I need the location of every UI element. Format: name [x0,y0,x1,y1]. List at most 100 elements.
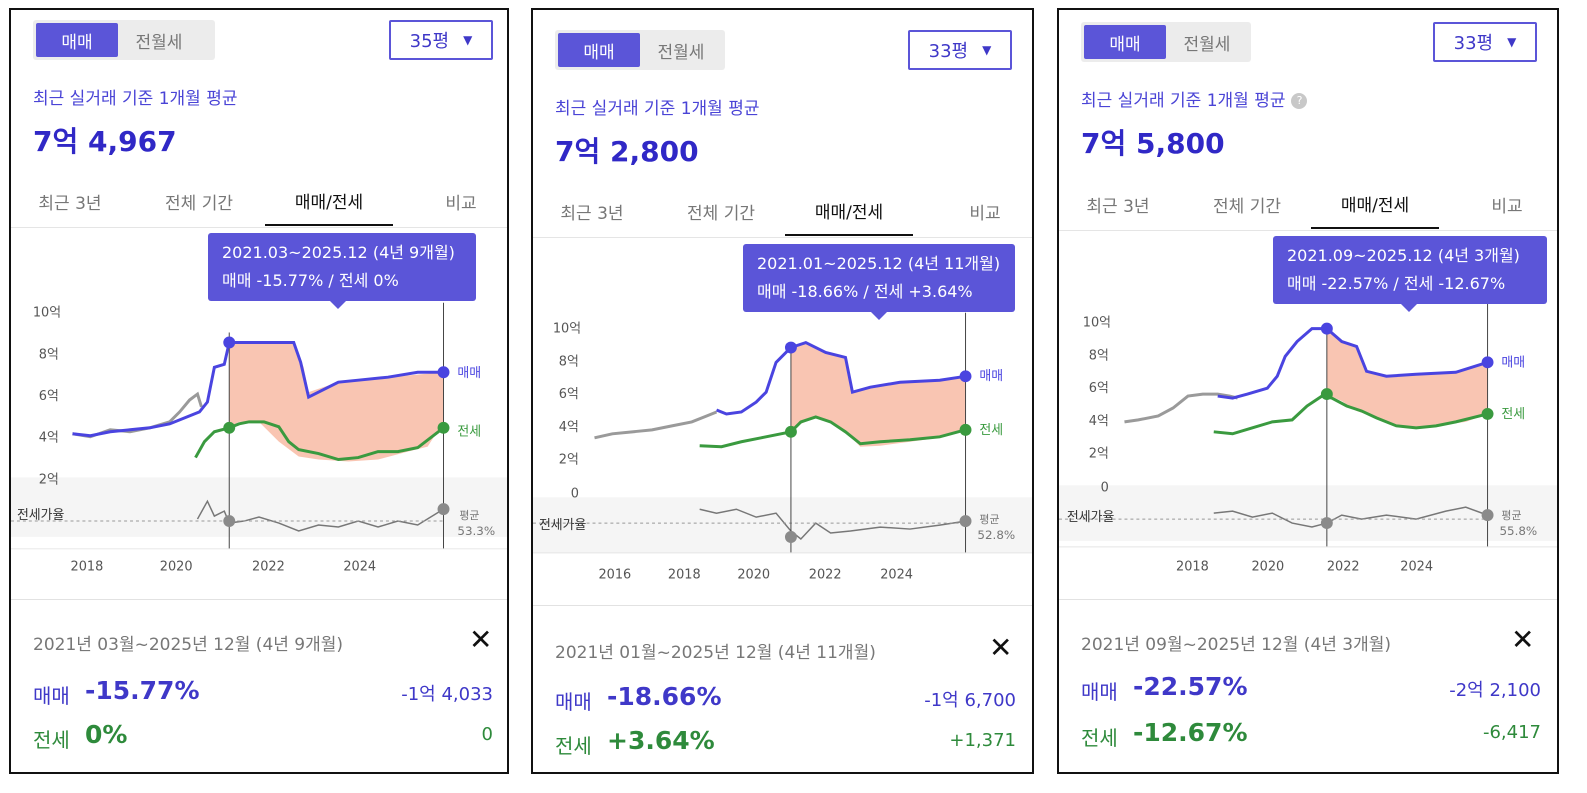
jeonse-start-point [784,425,797,438]
jeonse-ratio-line [699,508,966,540]
price-chart[interactable]: 10억 8억 6억 4억 2억 0 매매 전세 전세가율 평균 55.8% 20… [1059,236,1557,576]
y-tick: 10억 [1083,316,1111,331]
summary-jeonse-label: 전세 [33,728,70,752]
jeonse-series-label: 전세 [979,423,1003,438]
tab-full-period[interactable]: 전체 기간 [687,203,755,224]
buy-series-label: 매매 [457,366,481,381]
jeonse-end-point [959,423,972,436]
price-chart[interactable]: 10억 8억 6억 4억 2억 매매 전세 전세가율 평균 53.3% 2018 [11,232,507,572]
toggle-sale[interactable]: 매매 [558,33,640,67]
y-tick: 0 [1101,480,1109,495]
avg-label: 평균 [1501,509,1521,522]
toggle-sale[interactable]: 매매 [1084,25,1166,59]
toggle-rent[interactable]: 전월세 [1183,34,1231,55]
avg-label: 평균 [979,513,999,526]
tooltip-period: 2021.03~2025.12 (4년 9개월) [222,243,455,262]
y-tick: 4억 [559,420,579,435]
toggle-rent[interactable]: 전월세 [135,32,183,53]
gap-area [1326,328,1488,428]
summary-jeonse-label: 전세 [1081,726,1118,750]
tab-compare[interactable]: 비교 [445,193,477,214]
tab-sale-jeonse[interactable]: 매매/전세 [785,187,913,236]
summary-period: 2021년 09월~2025년 12월 (4년 3개월) [1081,635,1392,655]
price-basis-label: 최근 실거래 기준 1개월 평균? [1081,86,1308,111]
summary-buy-label: 매매 [1081,680,1118,704]
area-size-dropdown[interactable]: 33평 ▼ [1433,22,1537,62]
chart-tabs: 최근 3년 전체 기간 매매/전세 비교 [11,177,507,228]
summary-buy-pct: -15.77% [85,676,200,705]
tab-full-period[interactable]: 전체 기간 [1213,196,1281,217]
tab-recent-3y[interactable]: 최근 3년 [38,193,102,214]
summary-jeonse-label: 전세 [555,734,592,758]
ratio-start-point [223,515,236,527]
ratio-start-point [784,531,797,543]
help-icon[interactable]: ? [1291,93,1308,109]
summary-jeonse-pct: 0% [85,720,128,749]
average-price: 7억 5,800 [1081,127,1225,160]
trade-type-toggle: 매매 전월세 [555,30,725,70]
jeonse-ratio-line [196,499,444,532]
ratio-band [533,497,1032,553]
jeonse-end-point [437,421,450,434]
range-tooltip: 2021.03~2025.12 (4년 9개월) 매매 -15.77% / 전세… [208,233,476,309]
x-tick: 2020 [160,560,193,572]
toggle-rent[interactable]: 전월세 [657,42,705,63]
y-tick: 8억 [559,354,579,369]
tab-recent-3y[interactable]: 최근 3년 [560,203,624,224]
y-tick: 4억 [39,431,59,446]
ratio-end-point [959,515,972,528]
area-size-dropdown[interactable]: 35평 ▼ [389,20,493,60]
tab-sale-jeonse[interactable]: 매매/전세 [265,177,393,226]
x-tick: 2022 [809,568,842,582]
area-size-value: 33평 [928,41,969,62]
y-tick: 8억 [1089,348,1109,363]
x-tick: 2020 [737,568,770,582]
buy-start-point [223,336,236,349]
early-price-line [1124,392,1238,424]
avg-value: 53.3% [457,524,495,538]
x-tick: 2018 [1176,560,1209,575]
panel-3: 매매 전월세 33평 ▼ 최근 실거래 기준 1개월 평균? 7억 5,800 최… [1057,8,1559,774]
area-size-value: 35평 [409,31,450,52]
y-tick: 4억 [1089,414,1109,429]
ratio-label: 전세가율 [539,518,587,533]
y-tick: 2억 [39,472,59,487]
tab-compare[interactable]: 비교 [1491,196,1523,217]
range-tooltip: 2021.01~2025.12 (4년 11개월) 매매 -18.66% / 전… [743,244,1015,320]
summary-buy-amount: -1억 4,033 [401,684,493,705]
x-tick: 2016 [598,568,631,582]
tab-recent-3y[interactable]: 최근 3년 [1086,196,1150,217]
gap-area [229,342,444,462]
x-tick: 2024 [1400,560,1433,575]
x-tick: 2024 [880,568,913,582]
close-icon[interactable]: ✕ [1511,623,1535,656]
price-basis-label: 최근 실거래 기준 1개월 평균 [33,89,238,109]
buy-start-point [1320,322,1333,335]
tab-compare[interactable]: 비교 [969,203,1001,224]
ratio-end-point [1481,509,1494,522]
summary-buy-pct: -18.66% [607,682,722,711]
close-icon[interactable]: ✕ [469,623,493,656]
toggle-sale[interactable]: 매매 [36,23,118,57]
panel-2: 매매 전월세 33평 ▼ 최근 실거래 기준 1개월 평균 7억 2,800 최근… [531,8,1034,774]
early-price-line [594,410,718,440]
summary-jeonse-amount: +1,371 [949,730,1016,751]
summary-jeonse-amount: -6,417 [1482,722,1541,743]
tab-full-period[interactable]: 전체 기간 [165,193,233,214]
summary-buy-label: 매매 [33,684,70,708]
range-summary: 2021년 01월~2025년 12월 (4년 11개월) ✕ 매매 -18.6… [533,605,1032,772]
summary-buy-pct: -22.57% [1133,672,1248,701]
x-tick: 2024 [343,560,376,572]
jeonse-series-label: 전세 [457,425,481,440]
area-size-dropdown[interactable]: 33평 ▼ [908,30,1012,70]
y-tick: 0 [571,486,579,501]
gap-area [790,342,966,447]
summary-jeonse-pct: -12.67% [1133,718,1248,747]
tooltip-changes: 매매 -22.57% / 전세 -12.67% [1287,274,1506,293]
buy-line [715,340,966,416]
close-icon[interactable]: ✕ [989,631,1013,664]
buy-line [72,340,444,438]
price-chart[interactable]: 10억 8억 6억 4억 2억 0 매매 전세 전세가율 평균 52.8% 20… [533,242,1032,582]
tab-sale-jeonse[interactable]: 매매/전세 [1311,180,1439,229]
buy-series-label: 매매 [1501,355,1525,370]
